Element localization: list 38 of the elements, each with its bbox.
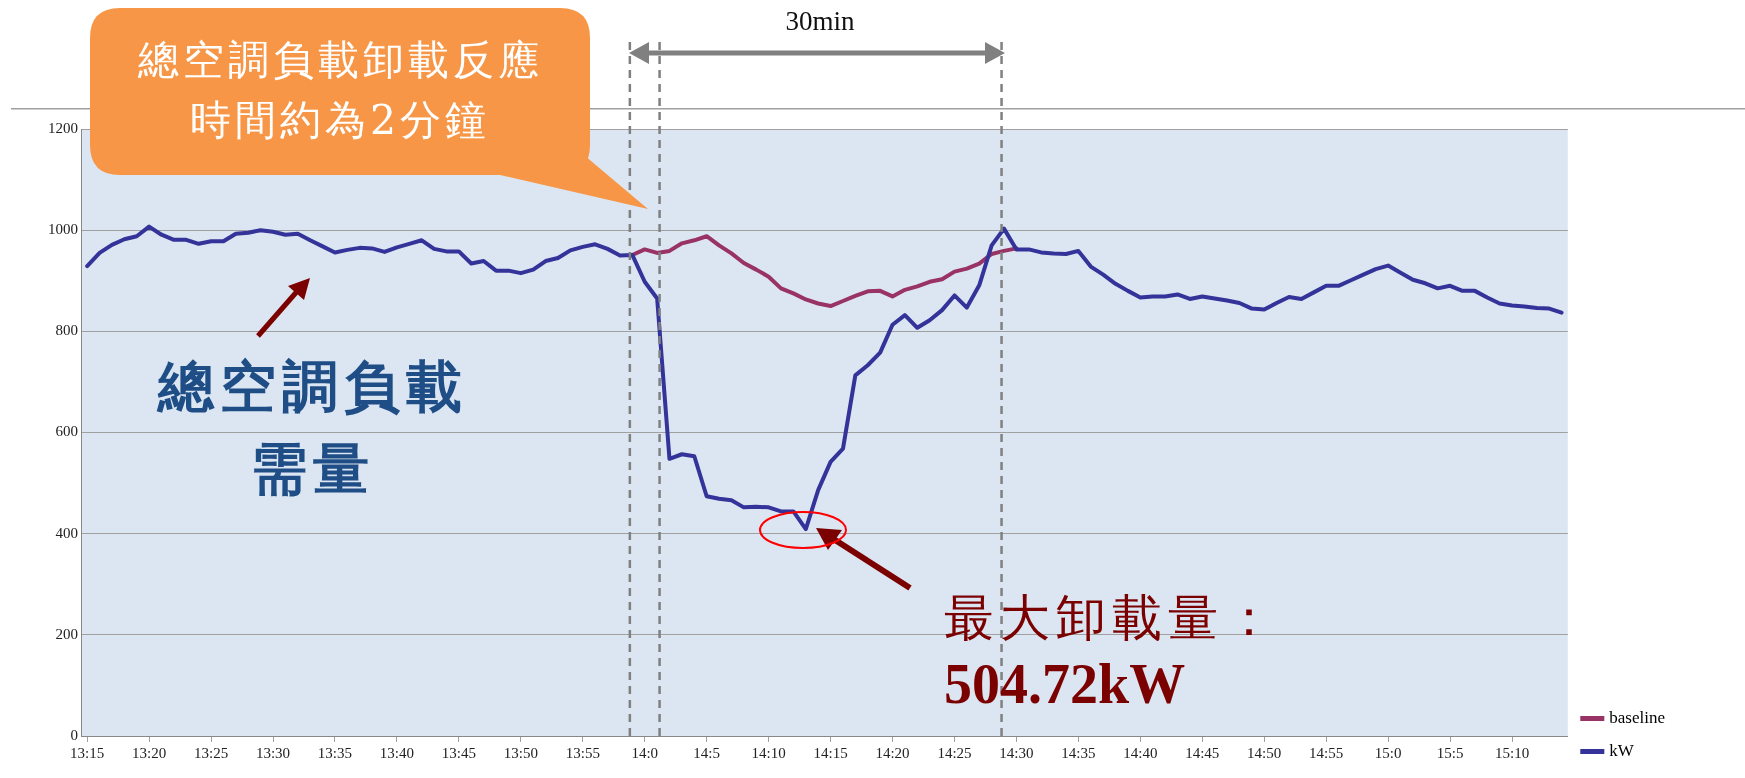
annotation: 總空調負載卸載反應時間約為2分鐘 <box>136 35 544 146</box>
x-tick-label: 15:5 <box>1436 744 1464 761</box>
x-tick-label: 15:0 <box>1374 744 1402 761</box>
x-tick-label: 14:5 <box>693 744 720 761</box>
x-tick-label: 13:25 <box>194 744 229 761</box>
x-tick-label: 14:50 <box>1247 744 1282 761</box>
y-tick-label: 400 <box>55 524 78 541</box>
annotation: 總空調負載需量 <box>156 352 469 503</box>
x-tick-label: 14:45 <box>1185 744 1220 761</box>
y-tick-label: 0 <box>70 726 78 743</box>
x-tick-label: 14:40 <box>1123 744 1158 761</box>
x-tick-label: 14:30 <box>999 744 1034 761</box>
annotation: 504.72kW <box>944 652 1187 716</box>
x-tick-label: 14:25 <box>937 744 972 761</box>
x-tick-label: 13:45 <box>441 744 476 761</box>
x-tick-label: 13:15 <box>70 744 105 761</box>
x-tick-label: 14:10 <box>751 744 786 761</box>
legend-label: kW <box>1609 740 1635 760</box>
y-tick-label: 1200 <box>48 119 78 136</box>
x-tick-label: 13:35 <box>317 744 353 761</box>
x-tick-label: 15:10 <box>1494 744 1530 761</box>
x-tick-label: 13:50 <box>503 744 538 761</box>
y-tick-label: 600 <box>55 423 78 440</box>
y-tick-label: 200 <box>55 625 78 642</box>
x-tick-label: 13:20 <box>132 744 167 761</box>
x-tick-label: 14:20 <box>875 744 910 761</box>
y-tick-label: 1000 <box>48 221 78 238</box>
x-tick-label: 13:55 <box>565 744 600 761</box>
y-tick-label: 800 <box>55 322 78 339</box>
x-tick-label: 14:0 <box>631 744 659 761</box>
x-tick-label: 14:35 <box>1061 744 1096 761</box>
x-tick-label: 14:15 <box>813 744 848 761</box>
x-tick-label: 13:40 <box>379 744 415 761</box>
annotation: 最大卸載量： <box>944 588 1281 649</box>
legend-label: baseline <box>1609 707 1665 727</box>
text: 30min <box>784 6 856 37</box>
x-tick-label: 14:55 <box>1309 744 1344 761</box>
x-tick-label: 13:30 <box>255 744 291 761</box>
